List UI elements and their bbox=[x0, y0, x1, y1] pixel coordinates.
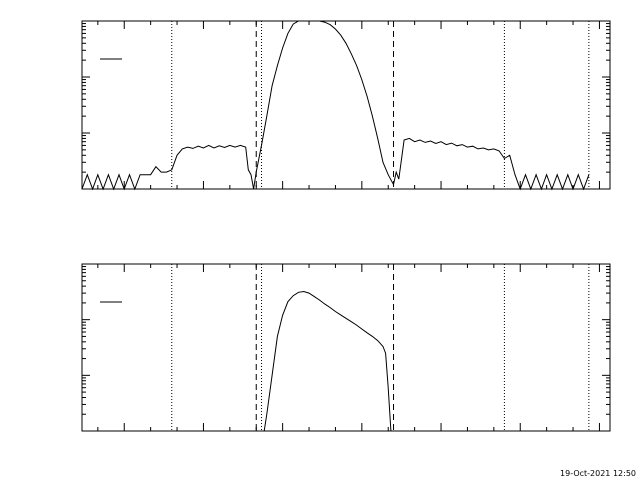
series-line-0 bbox=[263, 290, 392, 432]
plot-frame bbox=[81, 263, 611, 432]
plot-frame bbox=[81, 20, 611, 190]
timestamp: 19-Oct-2021 12:50 bbox=[560, 469, 636, 478]
series-line-0 bbox=[81, 20, 590, 191]
chart-panel-0 bbox=[81, 20, 611, 191]
chart-panel-1 bbox=[81, 263, 611, 432]
